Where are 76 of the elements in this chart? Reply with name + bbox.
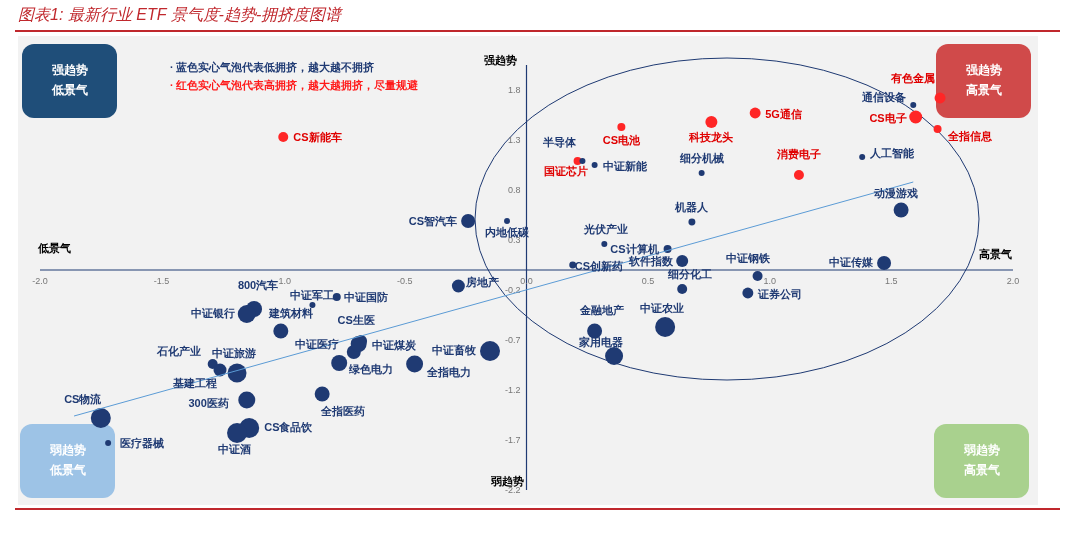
annotation: 光伏产业	[583, 223, 629, 235]
annotation: 细分化工	[667, 268, 713, 280]
annotation: 动漫游戏	[873, 187, 919, 199]
annotation: 中证银行	[190, 307, 235, 319]
annotation: CS创新药	[574, 260, 623, 272]
annotation: 中证畜牧	[432, 344, 478, 356]
annotation: 软件指数	[628, 255, 675, 267]
annotation: 证券公司	[756, 288, 802, 300]
annotation: 金融地产	[578, 304, 624, 316]
annotation: 细分机械	[678, 152, 724, 164]
annotation: 高景气	[963, 463, 1000, 477]
annotation: 全指医药	[320, 405, 366, 417]
annotation: 科技龙头	[688, 131, 734, 143]
annotation: 中证酒	[217, 443, 251, 455]
annotation: 中证医疗	[294, 338, 339, 350]
y-tick-label: -0.2	[504, 285, 521, 295]
annotation: 高景气	[965, 83, 1002, 97]
annotation: 国证芯片	[543, 165, 588, 177]
annotation: 有色金属	[890, 72, 936, 84]
y-tick-label: -1.7	[504, 435, 521, 445]
annotation: 人工智能	[869, 147, 916, 160]
x-tick-label: 2.0	[1006, 276, 1020, 286]
annotation: 全指电力	[425, 366, 471, 378]
annotation: CS食品饮	[264, 421, 314, 434]
annotation: 800汽车	[237, 279, 279, 291]
y-tick-label: 1.3	[507, 135, 521, 145]
annotation: 强趋势	[51, 63, 88, 77]
annotation: 5G通信	[765, 108, 802, 120]
annotation: 低景气	[48, 463, 86, 477]
x-tick-label: -0.5	[397, 276, 413, 286]
y-tick-label: 1.8	[507, 85, 521, 95]
annotation: 建筑材料	[267, 307, 313, 319]
x-tick-label: 0.5	[641, 276, 655, 286]
annotation: · 红色实心气泡代表高拥挤，越大越拥挤，尽量规避	[170, 79, 419, 91]
annotation: 基建工程	[172, 377, 218, 389]
annotation: 高景气	[979, 248, 1012, 260]
x-tick-label: -1.5	[153, 276, 170, 286]
annotation: 半导体	[542, 136, 578, 148]
annotation: 中证农业	[640, 302, 685, 314]
annotation: CS智汽车	[408, 215, 458, 227]
annotation: 石化产业	[155, 345, 201, 357]
annotation: 中证传媒	[829, 256, 875, 268]
annotation: CS新能车	[293, 131, 342, 143]
x-tick-label: -2.0	[32, 276, 48, 286]
annotation: CS计算机	[610, 243, 659, 255]
annotation: 房地产	[465, 276, 500, 288]
annotation: 300医药	[188, 397, 229, 409]
annotation: 强趋势	[483, 54, 517, 66]
annotation: 强趋势	[965, 63, 1002, 77]
annotation: 消费电子	[775, 148, 821, 160]
annotation: 中证军工	[290, 289, 335, 301]
annotation: 医疗器械	[120, 437, 165, 449]
x-tick-label: 1.5	[885, 276, 898, 286]
annotation: 低景气	[50, 83, 88, 97]
annotation: 机器人	[674, 201, 710, 214]
annotation: 弱趋势	[962, 443, 1000, 457]
annotation: 绿色电力	[348, 363, 394, 375]
annotation: · 蓝色实心气泡代表低拥挤，越大越不拥挤	[170, 61, 375, 73]
annotation: 中证新能	[602, 160, 648, 172]
annotation: 中证旅游	[212, 347, 257, 359]
annotation: 中证国防	[343, 291, 388, 303]
annotation: CS电子	[869, 112, 907, 124]
y-tick-label: -0.7	[504, 335, 521, 345]
annotation: 弱趋势	[489, 475, 524, 487]
annotation: CS电池	[602, 134, 642, 146]
annotation: 全指信息	[946, 130, 993, 142]
x-tick-label: 1.0	[763, 276, 777, 286]
chart-title: 图表1: 最新行业 ETF 景气度-趋势-拥挤度图谱	[18, 6, 344, 23]
annotation: 低景气	[37, 242, 71, 254]
annotation: 弱趋势	[48, 443, 86, 457]
y-tick-label: 0.8	[507, 185, 521, 195]
annotation: 中证煤炭	[371, 339, 417, 352]
annotation: CS物流	[64, 393, 103, 405]
y-tick-label: -1.2	[504, 385, 521, 395]
annotation: CS生医	[337, 314, 375, 326]
annotation: 中证钢铁	[725, 252, 771, 264]
